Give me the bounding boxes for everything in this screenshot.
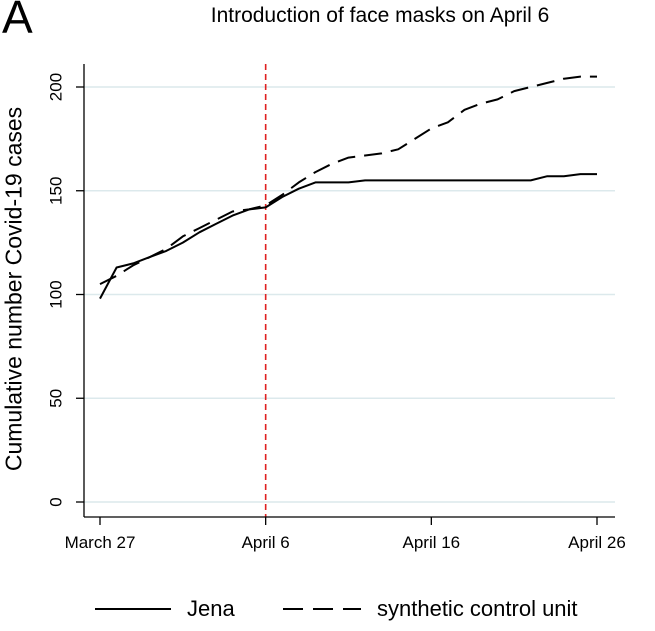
legend: Jena synthetic control unit xyxy=(0,598,655,628)
series-line-jena xyxy=(99,173,597,300)
legend-swatch-solid xyxy=(95,608,171,610)
panel-letter: A xyxy=(2,0,33,43)
y-tick-label: 200 xyxy=(46,73,65,101)
legend-label: Jena xyxy=(187,596,235,621)
series-line-synthetic-control-unit xyxy=(99,75,597,285)
legend-swatch-dashed xyxy=(283,608,361,610)
legend-label: synthetic control unit xyxy=(377,596,578,621)
x-tick-label: April 16 xyxy=(403,533,461,552)
series-layer xyxy=(99,75,597,300)
y-tick-label: 0 xyxy=(46,497,65,506)
gridlines xyxy=(84,86,615,503)
x-tick-label: April 26 xyxy=(568,533,626,552)
x-tick-label: April 6 xyxy=(242,533,290,552)
y-tick-label: 150 xyxy=(46,177,65,205)
x-tick-label: March 27 xyxy=(65,533,136,552)
axes: 0 50 100 150 200 March 27 April 6 April 16 April… xyxy=(46,64,626,552)
chart-title: Introduction of face masks on April 6 xyxy=(210,4,550,27)
legend-item-synthetic-control: synthetic control unit xyxy=(283,598,578,620)
y-tick-label: 100 xyxy=(46,280,65,308)
y-tick-label: 50 xyxy=(46,389,65,408)
legend-item-jena: Jena xyxy=(95,598,235,620)
line-chart: 0 50 100 150 200 March 27 April 6 April 16 April… xyxy=(46,64,626,552)
